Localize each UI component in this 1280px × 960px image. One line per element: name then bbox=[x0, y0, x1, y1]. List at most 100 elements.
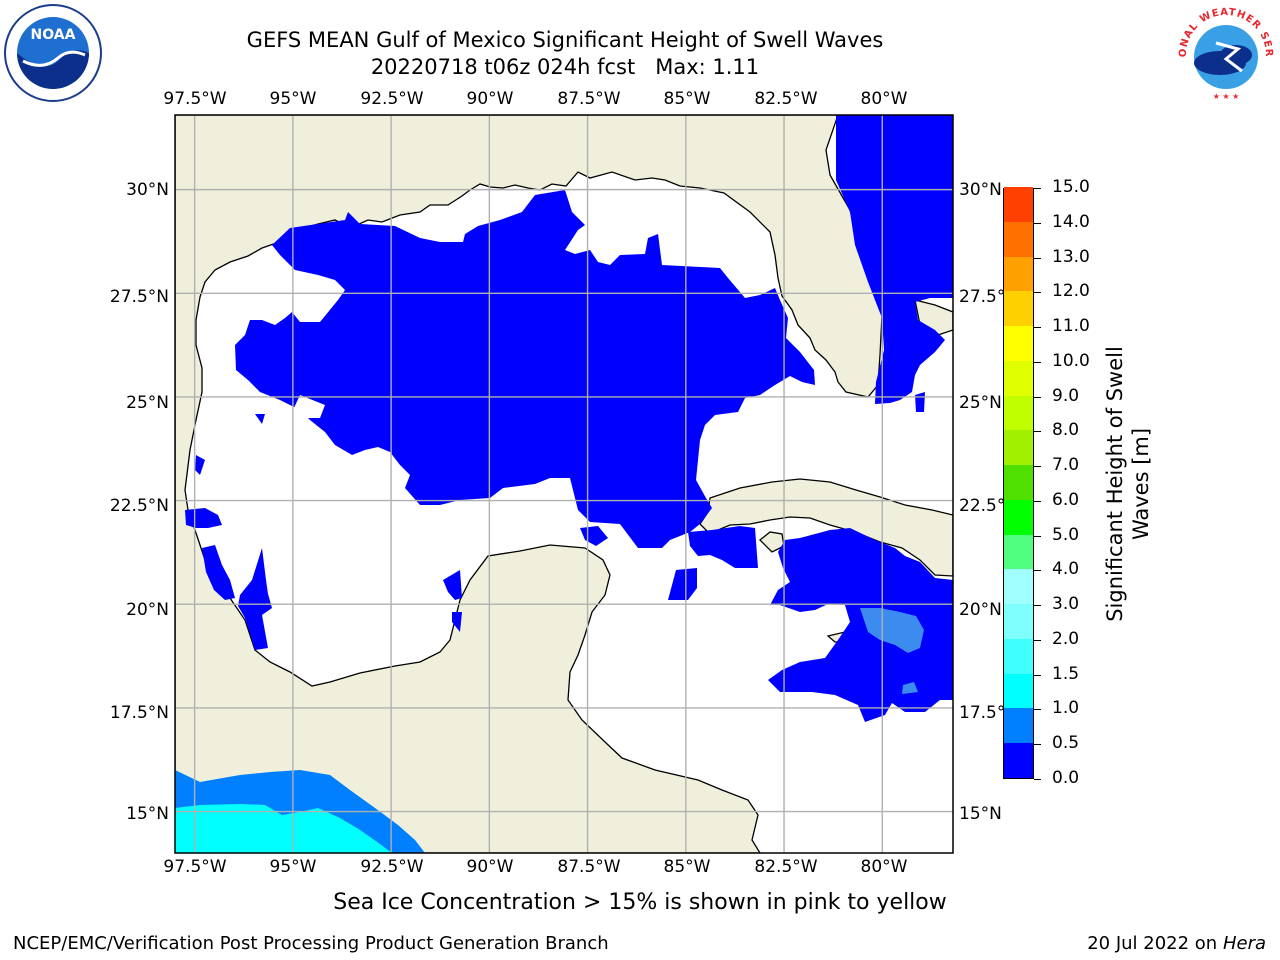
colorbar-tick-label: 3.0 bbox=[1052, 594, 1080, 615]
lon-label-bottom-95w: 95°W bbox=[269, 857, 317, 877]
colorbar-tick-label: 7.0 bbox=[1052, 455, 1080, 476]
land-isla-juventud bbox=[759, 531, 785, 553]
colorbar-tick bbox=[1034, 744, 1041, 746]
colorbar bbox=[1003, 186, 1034, 779]
lat-label-left-25n: 25°N bbox=[126, 393, 169, 413]
lon-label-top-90w: 90°W bbox=[466, 89, 514, 109]
colorbar-segment bbox=[1004, 568, 1033, 605]
colorbar-tick-label: 0.0 bbox=[1052, 768, 1080, 788]
colorbar-tick-label: 12.0 bbox=[1052, 281, 1090, 302]
lon-label-bottom-87.5w: 87.5°W bbox=[557, 857, 621, 877]
footer-host: Hera bbox=[1222, 933, 1266, 954]
colorbar-tick bbox=[1034, 466, 1041, 468]
colorbar-tick-label: 9.0 bbox=[1052, 385, 1080, 406]
colorbar-tick-label: 8.0 bbox=[1052, 420, 1080, 441]
footer-date-text: 20 Jul 2022 on bbox=[1087, 933, 1223, 954]
colorbar-tick bbox=[1034, 605, 1041, 607]
land-cuba bbox=[699, 478, 953, 577]
colorbar-tick-label: 0.5 bbox=[1052, 733, 1080, 754]
lat-label-right-25n: 25°N bbox=[959, 393, 1002, 413]
lon-label-top-85w: 85°W bbox=[663, 89, 711, 109]
map-frame bbox=[174, 114, 954, 854]
lat-label-right-20n: 20°N bbox=[959, 600, 1002, 620]
colorbar-segment bbox=[1004, 464, 1033, 500]
footer-date: 20 Jul 2022 on Hera bbox=[1087, 933, 1266, 954]
noaa-logo-text: NOAA bbox=[31, 27, 76, 43]
colorbar-tick bbox=[1034, 500, 1041, 502]
lon-label-bottom-97.5w: 97.5°W bbox=[163, 857, 227, 877]
lat-label-left-20n: 20°N bbox=[126, 600, 169, 620]
noaa-logo: NOAA bbox=[4, 4, 102, 102]
lon-label-bottom-82.5w: 82.5°W bbox=[754, 857, 818, 877]
colorbar-segment bbox=[1004, 290, 1033, 327]
colorbar-tick-label: 11.0 bbox=[1052, 316, 1090, 337]
colorbar-tick-label: 1.0 bbox=[1052, 698, 1080, 719]
sea-ice-note: Sea Ice Concentration > 15% is shown in … bbox=[333, 890, 947, 915]
lat-label-left-22.5n: 22.5°N bbox=[109, 496, 169, 516]
colorbar-tick-label: 5.0 bbox=[1052, 524, 1080, 545]
lon-label-top-95w: 95°W bbox=[269, 89, 317, 109]
nws-logo: NATIONAL WEATHER SERVICE ★ ★ ★ bbox=[1176, 3, 1273, 101]
colorbar-segment bbox=[1004, 603, 1033, 639]
lon-label-bottom-80w: 80°W bbox=[860, 857, 908, 877]
colorbar-tick bbox=[1034, 396, 1041, 398]
colorbar-tick bbox=[1034, 222, 1041, 224]
colorbar-tick-label: 13.0 bbox=[1052, 246, 1090, 267]
lat-label-right-30n: 30°N bbox=[959, 180, 1002, 200]
colorbar-tick bbox=[1034, 674, 1041, 676]
colorbar-segment bbox=[1004, 429, 1033, 466]
colorbar-segment bbox=[1004, 186, 1033, 222]
lon-label-top-97.5w: 97.5°W bbox=[163, 89, 227, 109]
colorbar-segment bbox=[1004, 325, 1033, 361]
colorbar-tick bbox=[1034, 535, 1041, 537]
colorbar-segment bbox=[1004, 395, 1033, 431]
colorbar-segment bbox=[1004, 256, 1033, 292]
lon-label-bottom-85w: 85°W bbox=[663, 857, 711, 877]
lon-label-bottom-90w: 90°W bbox=[466, 857, 514, 877]
colorbar-segment bbox=[1004, 221, 1033, 257]
lon-label-top-82.5w: 82.5°W bbox=[754, 89, 818, 109]
colorbar-tick bbox=[1034, 570, 1041, 572]
colorbar-segment bbox=[1004, 742, 1033, 778]
colorbar-segment bbox=[1004, 708, 1033, 744]
colorbar-segment bbox=[1004, 499, 1033, 535]
colorbar-tick-label: 2.0 bbox=[1052, 628, 1080, 649]
colorbar-tick bbox=[1034, 361, 1041, 363]
colorbar-tick bbox=[1034, 431, 1041, 433]
colorbar-tick-label: 10.0 bbox=[1052, 350, 1090, 371]
colorbar-tick bbox=[1034, 639, 1041, 641]
footer-branch: NCEP/EMC/Verification Post Processing Pr… bbox=[13, 933, 609, 954]
svg-text:★ ★ ★: ★ ★ ★ bbox=[1213, 92, 1240, 101]
lon-label-top-92.5w: 92.5°W bbox=[360, 89, 424, 109]
colorbar-tick-label: 4.0 bbox=[1052, 559, 1080, 580]
colorbar-tick-label: 14.0 bbox=[1052, 211, 1090, 232]
colorbar-tick bbox=[1034, 188, 1041, 189]
colorbar-tick-label: 15.0 bbox=[1052, 177, 1090, 197]
colorbar-label-line1: Significant Height of Swell bbox=[1103, 346, 1127, 622]
colorbar-tick-label: 6.0 bbox=[1052, 489, 1080, 510]
gridlines bbox=[175, 115, 953, 853]
lon-label-top-80w: 80°W bbox=[860, 89, 908, 109]
colorbar-label-line2: Waves [m] bbox=[1129, 427, 1153, 541]
lon-label-top-87.5w: 87.5°W bbox=[557, 89, 621, 109]
lat-label-left-15n: 15°N bbox=[126, 804, 169, 824]
colorbar-tick bbox=[1034, 709, 1041, 711]
colorbar-segment bbox=[1004, 360, 1033, 396]
plot-title-line2: 20220718 t06z 024h fcst Max: 1.11 bbox=[370, 55, 760, 79]
colorbar-segment bbox=[1004, 534, 1033, 570]
plot-title-line1: GEFS MEAN Gulf of Mexico Significant Hei… bbox=[246, 28, 884, 52]
lon-label-bottom-92.5w: 92.5°W bbox=[360, 857, 424, 877]
swell-layer-0-0.5 bbox=[185, 115, 953, 722]
colorbar-tick bbox=[1034, 779, 1041, 780]
colorbar-segment bbox=[1004, 673, 1033, 709]
lat-label-right-15n: 15°N bbox=[959, 804, 1002, 824]
lat-label-left-27.5n: 27.5°N bbox=[109, 287, 169, 307]
colorbar-tick bbox=[1034, 257, 1041, 259]
colorbar-tick-label: 1.5 bbox=[1052, 663, 1080, 684]
lat-label-left-30n: 30°N bbox=[126, 180, 169, 200]
colorbar-tick bbox=[1034, 327, 1041, 329]
colorbar-segment bbox=[1004, 638, 1033, 674]
colorbar-tick bbox=[1034, 292, 1041, 294]
swell-layer-1.0-1.5 bbox=[175, 804, 392, 853]
